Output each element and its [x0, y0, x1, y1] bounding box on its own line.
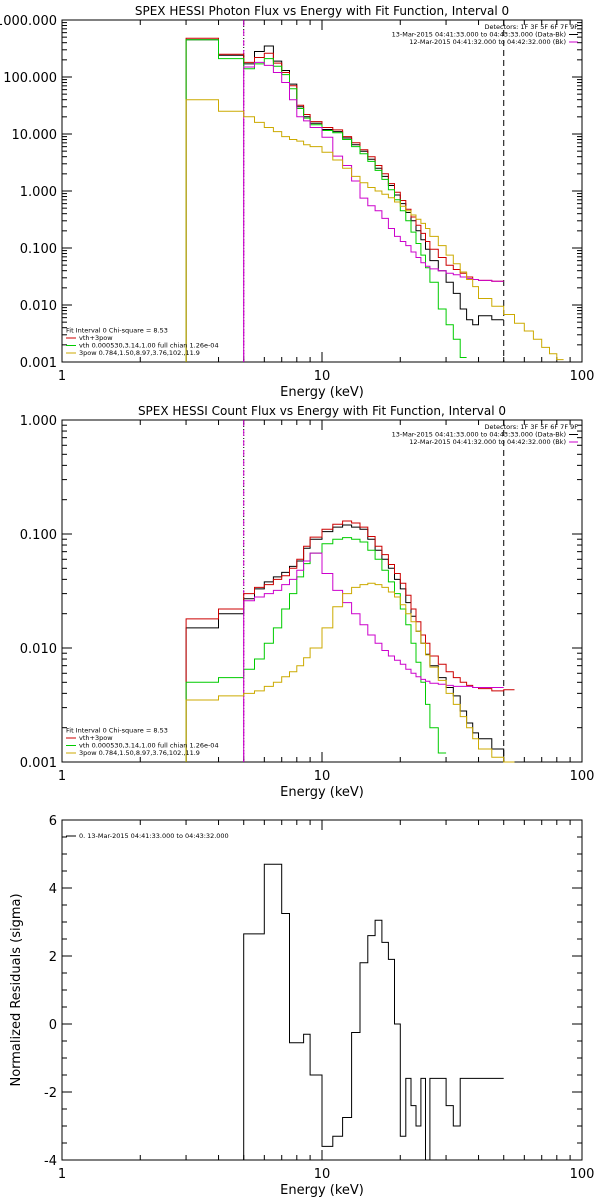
- y-tick-label: 0.001: [20, 356, 57, 371]
- legend-entry: vth+3pow: [79, 334, 113, 342]
- y-tick-label: 0.100: [20, 528, 57, 543]
- legend-entry: 0. 13-Mar-2015 04:41:33.000 to 04:43:32.…: [79, 832, 229, 840]
- data-series-line: [243, 863, 504, 1161]
- data-series-line: [185, 537, 447, 762]
- legend-entry: 13-Mar-2015 04:41:33.000 to 04:43:33.000…: [392, 431, 566, 439]
- x-tick-label: 1: [58, 369, 66, 384]
- y-tick-label: 4: [49, 882, 57, 897]
- legend-entry: Detectors: 1F 3F 5F 6F 7F 9F: [484, 23, 578, 31]
- x-tick-label: 10: [314, 1167, 331, 1182]
- legend-entry: 3pow 0.784,1.50,8.97,3.76,102.,11.9: [79, 749, 200, 757]
- x-axis-label: Energy (keV): [280, 1183, 364, 1198]
- data-series-line: [185, 99, 564, 362]
- legend-entry: 13-Mar-2015 04:41:33.000 to 04:43:33.000…: [392, 31, 566, 39]
- chart-title: SPEX HESSI Photon Flux vs Energy with Fi…: [135, 4, 509, 18]
- legend-entry: Detectors: 1F 3F 5F 6F 7F 9F: [484, 423, 578, 431]
- y-tick-label: 1.000: [20, 185, 57, 200]
- y-tick-label: 0.010: [20, 299, 57, 314]
- data-series-line: [185, 39, 504, 362]
- x-tick-label: 100: [570, 1167, 595, 1182]
- y-tick-label: 6: [49, 814, 57, 829]
- legend-entry: Fit Interval 0 Chi-square = 8.53: [66, 327, 168, 335]
- y-tick-label: 0.010: [20, 642, 57, 657]
- legend-entry: Fit Interval 0 Chi-square = 8.53: [66, 727, 168, 735]
- y-tick-label: 0.100: [20, 242, 57, 257]
- y-tick-label: 10.000: [12, 128, 58, 143]
- x-tick-label: 100: [570, 769, 595, 784]
- legend-entry: vth 0.000530,3.14,1.00 full chian 1.26e-…: [79, 342, 219, 350]
- data-series-line: [243, 552, 504, 762]
- data-series-line: [185, 582, 515, 763]
- x-axis-label: Energy (keV): [280, 785, 364, 800]
- data-series-line: [185, 524, 515, 763]
- data-series-line: [185, 39, 467, 362]
- x-tick-label: 100: [570, 369, 595, 384]
- y-tick-label: -4: [44, 1154, 57, 1169]
- legend-entry: 12-Mar-2015 04:41:32.000 to 04:42:32.000…: [409, 38, 566, 46]
- data-series-line: [185, 520, 515, 762]
- data-series-line: [243, 61, 504, 362]
- y-tick-label: -2: [44, 1086, 57, 1101]
- y-tick-label: 2: [49, 950, 57, 965]
- y-tick-label: 1000.000: [0, 14, 57, 29]
- x-tick-label: 1: [58, 1167, 66, 1182]
- legend-entry: vth 0.000530,3.14,1.00 full chian 1.26e-…: [79, 742, 219, 750]
- x-axis-label: Energy (keV): [280, 385, 364, 400]
- legend-entry: 12-Mar-2015 04:41:32.000 to 04:42:32.000…: [409, 438, 566, 446]
- y-tick-label: 0: [49, 1018, 57, 1033]
- y-tick-label: 0.001: [20, 756, 57, 771]
- chart-title: SPEX HESSI Count Flux vs Energy with Fit…: [138, 404, 506, 418]
- x-tick-label: 10: [314, 769, 331, 784]
- x-tick-label: 10: [314, 369, 331, 384]
- legend-entry: vth+3pow: [79, 734, 113, 742]
- data-series-line: [185, 37, 504, 362]
- y-tick-label: 100.000: [3, 71, 57, 86]
- x-tick-label: 1: [58, 769, 66, 784]
- y-axis-label: Normalized Residuals (sigma): [9, 893, 24, 1086]
- y-tick-label: 1.000: [20, 414, 57, 429]
- legend-entry: 3pow 0.784,1.50,8.97,3.76,102.,11.9: [79, 349, 200, 357]
